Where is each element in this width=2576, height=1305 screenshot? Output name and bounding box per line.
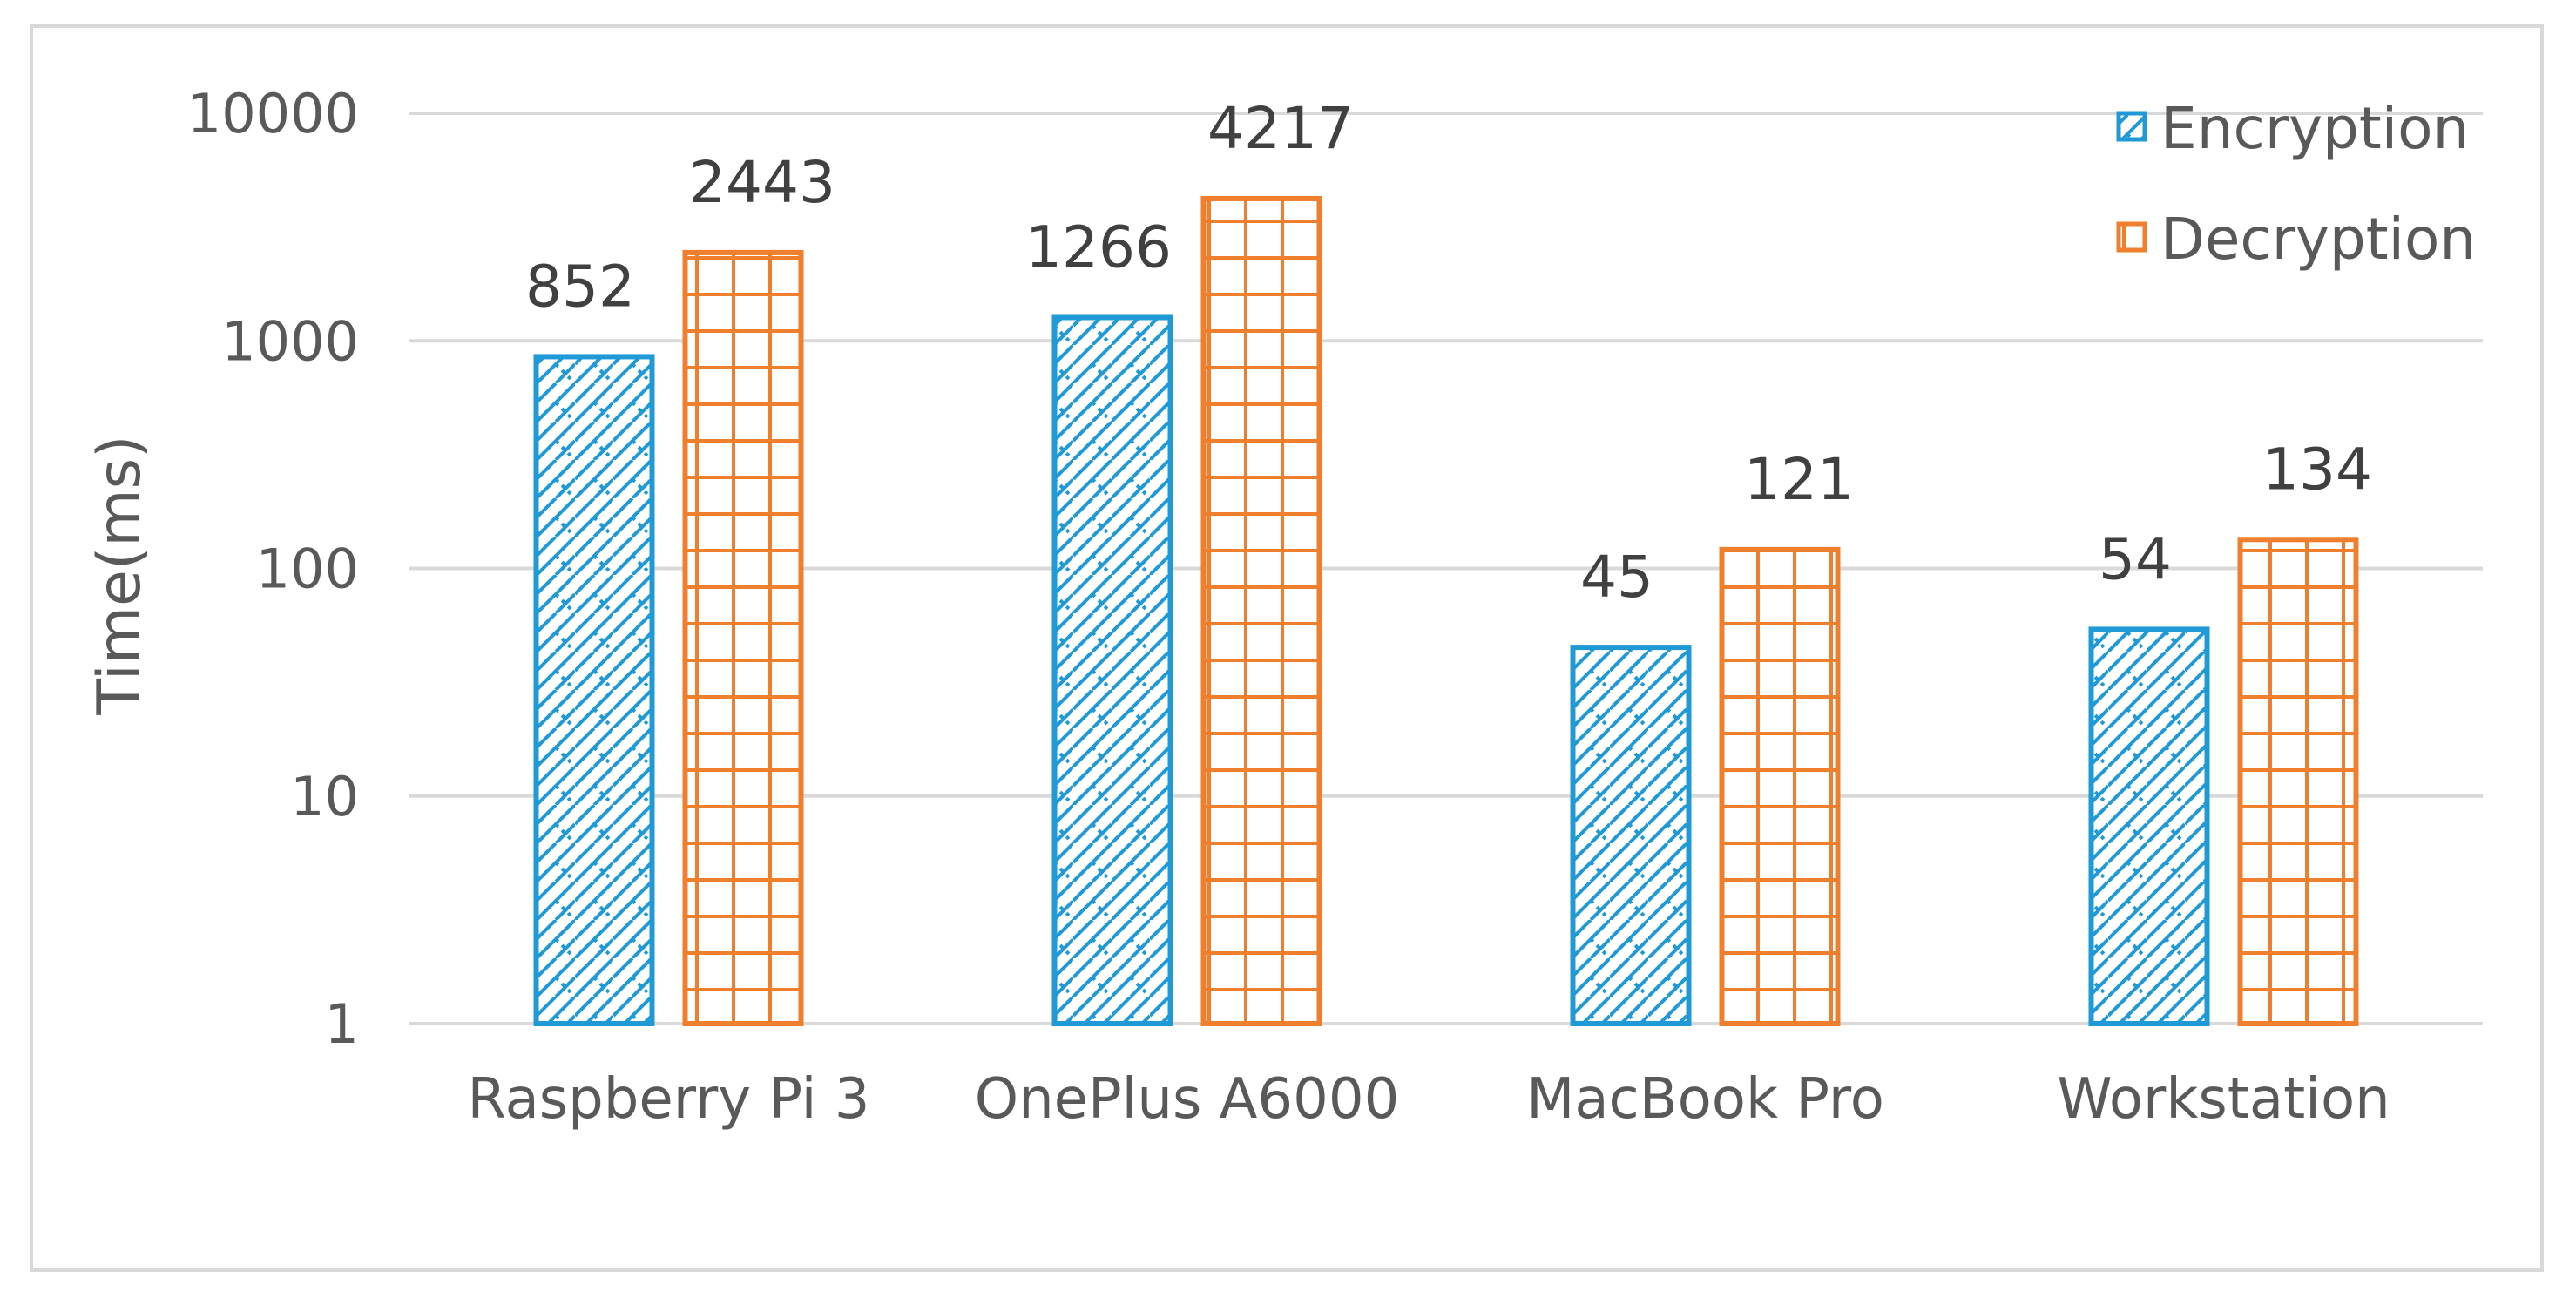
bars (533, 195, 2359, 1027)
legend: Encryption Decryption (2116, 95, 2476, 273)
data-label: 134 (2262, 436, 2372, 503)
x-tick-label: Workstation (2057, 1067, 2390, 1132)
y-tick-label: 10 (290, 765, 359, 828)
bar-decryption (1719, 546, 1841, 1026)
bar-decryption (2237, 537, 2359, 1026)
data-label: 2443 (689, 149, 835, 216)
bar-encryption (1570, 645, 1692, 1026)
data-label: 1266 (1025, 213, 1172, 281)
y-tick-label: 100 (256, 538, 359, 601)
data-label: 54 (2099, 525, 2172, 592)
x-tick-label: OnePlus A6000 (975, 1067, 1400, 1132)
y-tick-label: 1000 (221, 309, 359, 373)
data-label: 852 (525, 253, 635, 320)
legend-swatch-decryption (2116, 221, 2147, 253)
legend-label: Encryption (2160, 95, 2469, 162)
bar-encryption (2088, 626, 2210, 1026)
y-tick-label: 10000 (187, 82, 359, 145)
y-axis-ticks: 1 10 100 1000 10000 (187, 82, 359, 1056)
bar-encryption (533, 354, 655, 1026)
legend-swatch-encryption (2116, 111, 2147, 142)
y-tick-label: 1 (325, 992, 359, 1056)
data-label: 4217 (1207, 95, 1354, 162)
x-tick-label: Raspberry Pi 3 (468, 1067, 870, 1132)
legend-label: Decryption (2160, 206, 2476, 273)
bar-decryption (682, 249, 804, 1027)
y-axis-label: Time(ms) (85, 435, 154, 715)
bar-encryption (1051, 314, 1173, 1026)
data-labels: 852 2443 1266 4217 45 121 54 134 (525, 95, 2372, 611)
data-label: 121 (1744, 446, 1854, 513)
data-label: 45 (1580, 544, 1653, 611)
x-axis-categories: Raspberry Pi 3 OnePlus A6000 MacBook Pro Wo… (468, 1067, 2390, 1132)
bar-decryption (1200, 195, 1322, 1026)
x-tick-label: MacBook Pro (1526, 1067, 1884, 1132)
